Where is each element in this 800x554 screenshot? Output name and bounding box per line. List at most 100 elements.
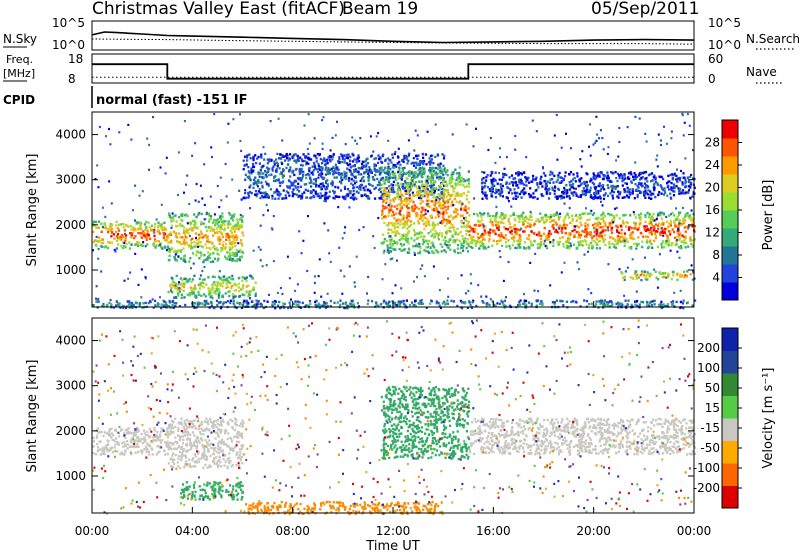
power-cell [527,234,531,237]
power-cell [421,208,424,211]
power-cell [311,165,314,168]
power-cell [638,303,641,306]
power-cell [561,300,564,303]
power-cell [518,236,521,239]
power-cell [315,304,318,307]
power-cell [443,188,446,192]
power-cell [197,200,200,203]
power-cell [654,223,658,226]
power-cell [92,240,95,244]
power-cell [167,233,170,237]
power-cell [573,191,576,194]
power-cell [679,187,682,190]
power-cell [655,276,658,279]
power-cell [320,187,323,190]
power-cell [198,287,201,290]
power-cell [500,188,503,191]
power-cell [564,175,567,178]
power-cell [553,301,556,304]
power-cell [215,227,218,230]
power-cell [197,233,201,236]
power-cell [381,154,384,158]
power-cell [657,227,660,230]
power-cell [273,191,276,194]
power-cell [396,259,398,262]
power-cell [373,165,376,168]
power-cell [250,172,253,175]
power-cell [351,172,354,175]
power-cell [229,299,233,302]
power-cell [472,299,475,302]
power-cell [243,299,246,302]
power-cell [436,222,439,226]
power-cell [598,300,601,303]
power-cell [209,215,212,218]
power-cell [343,185,346,189]
power-cell [479,211,482,215]
power-cell [415,214,418,217]
power-cell [552,223,555,227]
power-cell [245,163,248,166]
power-cell [415,154,418,157]
power-cell [485,176,488,179]
freq-label: Freq. [6,53,33,66]
power-cell [245,196,248,199]
power-cell [392,163,395,167]
power-cell [227,234,230,237]
power-cell [308,300,312,303]
power-cell [300,158,303,161]
power-cell [347,153,350,156]
power-cell [170,239,173,242]
power-cell [594,230,597,234]
power-cell [128,301,131,305]
power-cell [224,246,227,249]
power-cell [614,170,617,174]
power-cell [627,176,630,179]
power-cell [359,167,362,170]
power-cell [502,221,505,225]
power-cell [508,222,512,226]
power-cell [382,169,385,172]
power-cell [614,238,617,241]
power-cell [201,236,204,239]
power-cell [595,225,598,228]
power-cell [234,224,237,228]
power-cell [568,216,571,219]
power-cell [610,229,613,232]
power-cell [238,218,241,222]
power-cell [379,157,382,160]
power-cell [449,238,452,241]
power-cell [399,190,402,193]
power-cell [221,235,225,239]
power-cell [633,172,636,175]
power-cell [338,195,341,199]
power-cell [384,178,387,181]
power-cell [542,216,545,219]
power-cell [583,182,586,186]
power-cell [446,302,449,305]
power-cell [448,226,451,230]
power-cell [671,189,674,192]
power-cell [418,186,421,190]
power-cell [464,209,467,212]
power-cell [662,223,665,226]
power-cell [152,244,155,247]
power-cell [584,212,587,215]
power-cell [625,237,628,241]
power-cell [218,242,221,245]
power-cell [295,186,298,189]
power-cell [333,176,336,179]
power-cell [543,226,546,230]
power-cell [344,302,347,305]
power-cell [595,190,598,193]
power-cell [684,246,687,249]
power-cell [568,194,571,198]
power-cell [418,180,421,183]
power-cell [302,173,305,177]
power-cell [679,211,682,214]
power-cell [512,235,515,238]
power-cell [666,241,669,244]
power-cell [488,214,491,218]
power-cell [372,235,375,238]
power-cell [561,227,564,230]
